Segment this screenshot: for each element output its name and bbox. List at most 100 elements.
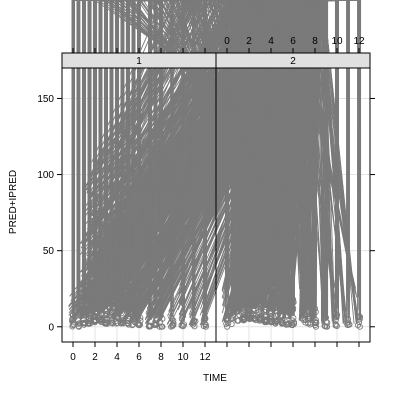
point-ipred-circle: [90, 217, 97, 224]
point-ipred-circle: [91, 281, 98, 288]
point-ipred-circle: [101, 320, 108, 327]
point-ipred-circle: [225, 320, 232, 327]
y-tick-label: 50: [43, 246, 55, 257]
point-ipred-circle: [136, 322, 143, 329]
point-ipred-circle: [354, 322, 362, 329]
point-ipred-circle: [261, 312, 268, 319]
x-tick-label: 8: [312, 36, 318, 47]
point-ipred-circle: [245, 282, 252, 289]
point-ipred-circle: [90, 299, 98, 306]
point-ipred-circle: [101, 318, 108, 325]
point-ipred-circle: [146, 312, 153, 319]
point-ipred-circle: [290, 298, 297, 305]
point-ipred-circle: [85, 283, 92, 290]
point-ipred-circle: [321, 322, 328, 329]
point-ipred-circle: [124, 307, 131, 314]
point-ipred-circle: [119, 290, 126, 297]
point-ipred-circle: [92, 259, 99, 266]
point-ipred-circle: [289, 317, 296, 324]
point-ipred-circle: [129, 322, 136, 329]
point-ipred-circle: [135, 300, 142, 307]
x-tick-label: 6: [290, 36, 296, 47]
point-ipred-circle: [92, 198, 99, 206]
point-ipred-circle: [332, 317, 339, 324]
point-pred-triangle: [288, 0, 360, 289]
point-ipred-circle: [261, 301, 268, 308]
point-ipred-circle: [344, 316, 352, 323]
x-axis-label: TIME: [203, 373, 227, 384]
point-ipred-circle: [101, 269, 108, 276]
point-ipred-circle: [332, 321, 339, 328]
point-ipred-circle: [112, 294, 119, 301]
point-ipred-circle: [224, 317, 231, 324]
point-pred-triangle: [254, 0, 316, 256]
x-tick-label: 4: [114, 352, 120, 363]
panel-strip-label: 1: [136, 56, 142, 67]
x-tick-label: 2: [246, 36, 252, 47]
point-ipred-circle: [289, 296, 297, 303]
point-ipred-circle: [109, 304, 116, 311]
point-ipred-circle: [118, 316, 125, 323]
point-ipred-circle: [123, 319, 130, 327]
point-ipred-circle: [91, 252, 98, 259]
x-tick-label: 6: [136, 352, 142, 363]
point-ipred-circle: [135, 321, 142, 328]
point-ipred-circle: [272, 320, 279, 327]
point-ipred-circle: [178, 322, 185, 329]
point-ipred-circle: [91, 205, 98, 212]
point-ipred-circle: [355, 313, 363, 320]
y-tick-label: 150: [37, 94, 54, 105]
point-ipred-circle: [255, 308, 262, 315]
point-ipred-circle: [322, 314, 330, 321]
point-ipred-circle: [102, 296, 109, 304]
point-ipred-circle: [125, 321, 132, 328]
y-axis-label: PRED+IPRED: [8, 170, 19, 234]
point-ipred-circle: [101, 290, 108, 297]
point-ipred-circle: [245, 311, 252, 318]
data-points: [68, 0, 364, 330]
x-tick-label: 10: [331, 36, 343, 47]
point-ipred-circle: [179, 313, 187, 320]
x-tick-label: 8: [158, 352, 164, 363]
point-ipred-circle: [108, 278, 115, 285]
point-ipred-circle: [137, 314, 144, 321]
point-ipred-circle: [244, 314, 251, 321]
point-ipred-circle: [125, 296, 132, 303]
point-ipred-circle: [145, 309, 152, 316]
point-ipred-circle: [102, 255, 110, 262]
point-ipred-circle: [190, 317, 198, 324]
x-tick-label: 0: [224, 36, 230, 47]
point-ipred-circle: [310, 312, 317, 319]
x-tick-label: 0: [70, 352, 76, 363]
y-tick-label: 0: [48, 322, 54, 333]
point-ipred-circle: [224, 323, 231, 330]
x-tick-label: 12: [353, 36, 365, 47]
point-ipred-circle: [85, 295, 92, 302]
point-ipred-circle: [311, 305, 319, 312]
point-ipred-circle: [146, 305, 154, 312]
point-ipred-circle: [157, 308, 165, 315]
point-ipred-circle: [200, 323, 207, 330]
point-ipred-circle: [157, 312, 164, 319]
point-ipred-circle: [266, 318, 273, 325]
point-ipred-circle: [113, 282, 120, 289]
point-ipred-circle: [356, 323, 363, 330]
point-ipred-circle: [157, 318, 164, 325]
x-tick-label: 10: [177, 352, 189, 363]
point-ipred-circle: [113, 273, 121, 280]
point-ipred-circle: [91, 302, 98, 309]
point-ipred-circle: [230, 313, 237, 320]
panel-strip-label: 2: [290, 56, 296, 67]
point-ipred-circle: [75, 323, 82, 330]
x-tick-label: 4: [268, 36, 274, 47]
point-ipred-circle: [169, 323, 176, 330]
point-ipred-circle: [170, 317, 177, 324]
point-ipred-circle: [355, 319, 363, 326]
point-ipred-circle: [228, 320, 235, 328]
point-ipred-circle: [103, 315, 110, 322]
point-ipred-circle: [356, 316, 363, 323]
point-ipred-circle: [75, 308, 82, 315]
y-tick-label: 100: [37, 170, 54, 181]
